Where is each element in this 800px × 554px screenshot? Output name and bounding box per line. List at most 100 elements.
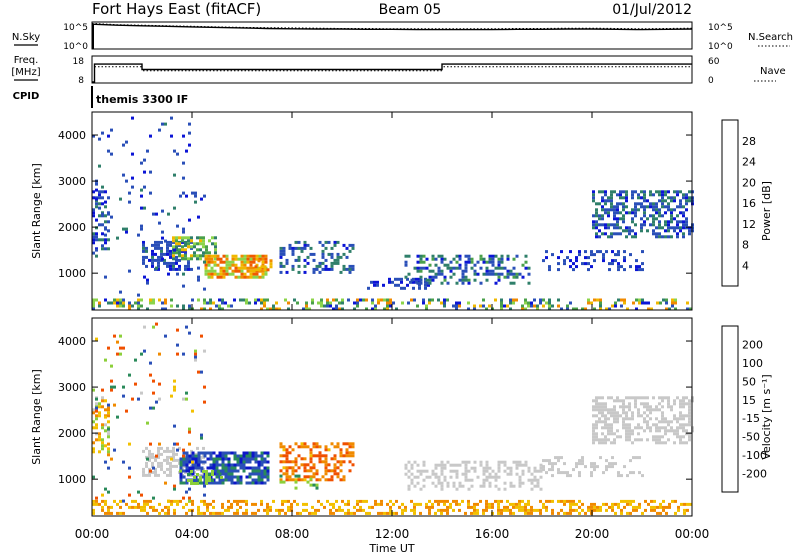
data-cell xyxy=(104,233,107,237)
data-cell xyxy=(143,499,146,503)
data-cell xyxy=(622,405,625,409)
data-cell xyxy=(176,304,179,308)
data-cell xyxy=(494,499,497,503)
data-cell xyxy=(203,287,206,291)
data-cell xyxy=(175,245,178,249)
data-cell xyxy=(193,476,196,479)
data-cell xyxy=(179,466,183,470)
data-cell xyxy=(152,298,155,302)
data-cell xyxy=(667,429,670,433)
data-cell xyxy=(658,220,661,224)
data-cell xyxy=(595,402,598,406)
data-cell xyxy=(285,475,289,479)
data-cell xyxy=(616,205,619,209)
data-cell xyxy=(306,475,310,479)
data-cell xyxy=(164,301,167,305)
data-cell xyxy=(634,190,637,194)
data-cell xyxy=(215,457,219,461)
data-cell xyxy=(215,472,219,476)
data-cell xyxy=(415,277,418,281)
data-cell xyxy=(236,511,239,515)
data-cell xyxy=(110,505,113,509)
data-cell xyxy=(440,499,443,503)
data-cell xyxy=(193,254,196,258)
data-cell xyxy=(431,275,435,279)
data-cell xyxy=(661,196,664,200)
data-cell xyxy=(667,229,670,233)
data-cell xyxy=(230,475,234,479)
data-cell xyxy=(245,460,249,464)
data-cell xyxy=(342,454,346,458)
data-cell xyxy=(92,511,95,515)
data-cell xyxy=(455,475,459,479)
data-cell xyxy=(625,438,628,442)
data-cell xyxy=(566,474,569,478)
data-cell xyxy=(595,220,598,224)
data-cell xyxy=(348,460,352,464)
data-cell xyxy=(107,220,110,224)
data-cell xyxy=(578,505,581,509)
data-cell xyxy=(670,199,673,203)
data-cell xyxy=(604,190,607,194)
data-cell xyxy=(266,508,269,512)
cpid-row: CPID themis 3300 IF xyxy=(13,86,188,108)
data-cell xyxy=(428,281,432,285)
data-cell xyxy=(509,508,512,512)
data-cell xyxy=(225,260,229,264)
data-cell xyxy=(419,281,423,285)
data-cell xyxy=(254,478,258,482)
data-cell xyxy=(228,272,232,276)
data-cell xyxy=(219,275,223,279)
data-cell xyxy=(300,478,304,482)
data-cell xyxy=(566,471,569,475)
data-cell xyxy=(246,269,250,273)
data-cell xyxy=(222,260,226,264)
data-cell xyxy=(611,262,614,266)
data-cell xyxy=(233,463,237,467)
data-cell xyxy=(212,481,216,485)
data-cell xyxy=(145,461,148,465)
data-cell xyxy=(613,232,616,236)
data-cell xyxy=(185,463,189,467)
data-cell xyxy=(428,475,432,479)
data-cell xyxy=(107,435,110,439)
data-cell xyxy=(622,190,625,194)
data-cell xyxy=(263,457,267,461)
data-cell xyxy=(440,254,444,258)
data-cell xyxy=(658,426,661,430)
data-cell xyxy=(95,298,98,302)
data-cell xyxy=(670,196,673,200)
data-cell xyxy=(279,442,283,446)
data-cell xyxy=(324,460,328,464)
data-cell xyxy=(200,436,203,440)
data-cell xyxy=(604,226,607,230)
data-cell xyxy=(239,463,243,467)
data-cell xyxy=(318,270,322,274)
data-cell xyxy=(673,190,676,194)
data-cell xyxy=(422,298,425,302)
data-cell xyxy=(688,435,691,439)
data-cell xyxy=(188,307,191,311)
data-cell xyxy=(261,254,265,258)
data-cell xyxy=(233,475,237,479)
data-cell xyxy=(587,301,590,305)
data-cell xyxy=(178,236,181,240)
data-cell xyxy=(616,399,619,403)
data-cell xyxy=(222,269,226,273)
data-cell xyxy=(245,475,249,479)
data-cell xyxy=(524,502,527,506)
data-cell xyxy=(554,456,557,460)
data-cell xyxy=(181,245,184,249)
data-cell xyxy=(294,486,298,490)
data-cell xyxy=(397,283,400,287)
data-cell xyxy=(422,260,426,264)
data-cell xyxy=(500,511,503,515)
data-cell xyxy=(623,505,626,509)
data-cell xyxy=(521,508,524,512)
data-cell xyxy=(467,281,471,285)
data-cell xyxy=(157,264,160,268)
data-cell xyxy=(224,451,228,455)
data-cell xyxy=(263,268,267,272)
data-cell xyxy=(101,212,104,216)
